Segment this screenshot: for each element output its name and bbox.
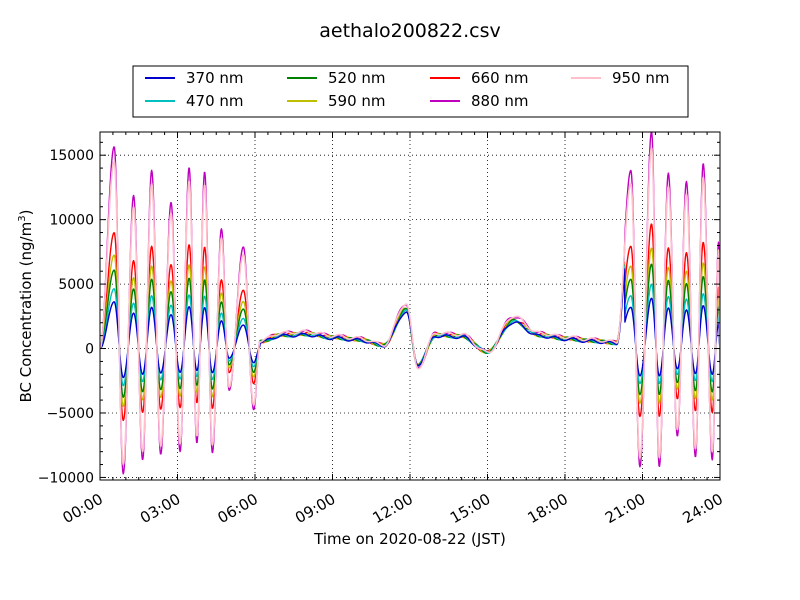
- legend-label-0: 370 nm: [186, 69, 244, 87]
- legend-label-2: 520 nm: [328, 69, 386, 87]
- y-tick-label-2: 0: [85, 342, 94, 358]
- series-line-950-nm: [100, 147, 720, 466]
- legend-label-6: 950 nm: [612, 69, 670, 87]
- chart-title: aethalo200822.csv: [319, 20, 501, 42]
- y-tick-label-3: 5000: [58, 277, 94, 293]
- y-tick-label-4: 10000: [49, 213, 94, 229]
- y-tick-label-0: −10000: [38, 470, 94, 486]
- legend: 370 nm 470 nm 520 nm 590 nm 660 nm 880 nm 950 …: [132, 65, 689, 118]
- legend-label-1: 470 nm: [186, 92, 244, 110]
- y-axis-label: BC Concentration (ng/m3): [17, 210, 35, 403]
- legend-label-5: 880 nm: [471, 92, 529, 110]
- legend-label-4: 660 nm: [471, 69, 529, 87]
- legend-label-3: 590 nm: [328, 92, 386, 110]
- x-axis-label: Time on 2020-08-22 (JST): [313, 530, 506, 548]
- y-tick-label-1: −5000: [47, 406, 94, 422]
- legend-frame: [132, 65, 689, 118]
- y-tick-label-5: 15000: [49, 148, 94, 164]
